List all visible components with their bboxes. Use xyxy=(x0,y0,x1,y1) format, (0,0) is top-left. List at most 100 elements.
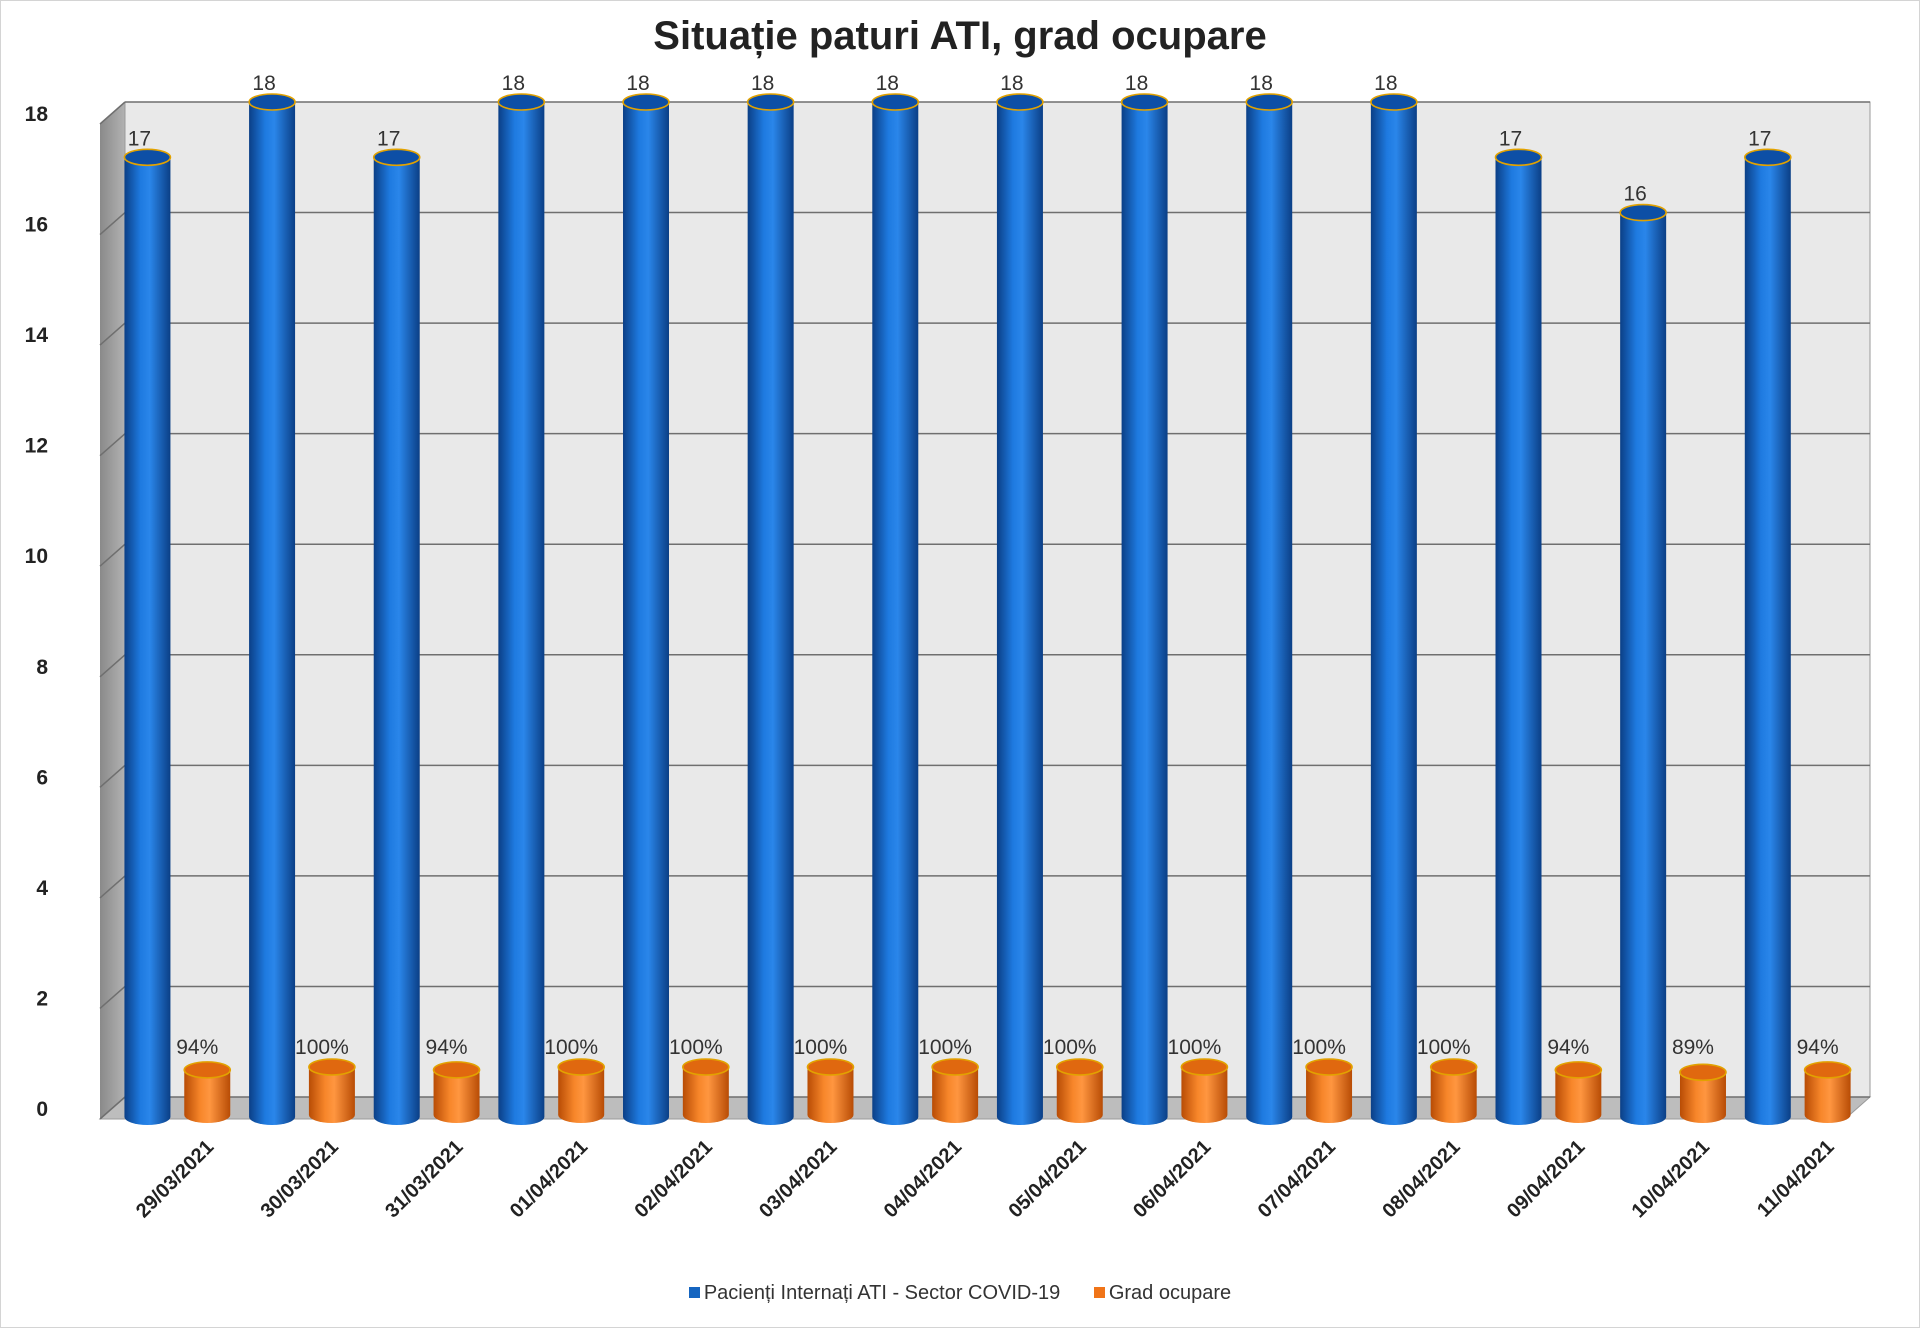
data-label: 89% xyxy=(1672,1036,1714,1059)
gridline-side xyxy=(99,211,126,236)
x-tick-label: 05/04/2021 xyxy=(1004,1136,1090,1222)
data-label: 100% xyxy=(544,1036,598,1059)
bar-top xyxy=(1180,1058,1229,1076)
bar xyxy=(1554,1061,1603,1123)
bar-body xyxy=(184,1069,231,1123)
bar-top xyxy=(871,93,920,111)
x-tick-label: 04/04/2021 xyxy=(880,1136,966,1222)
data-label: 100% xyxy=(1168,1036,1222,1059)
bar-top xyxy=(1305,1058,1353,1076)
bar-body xyxy=(1495,157,1542,1125)
bar-top xyxy=(1679,1063,1727,1082)
bar-top xyxy=(1743,148,1792,167)
bar-top xyxy=(497,93,546,111)
x-tick-label: 07/04/2021 xyxy=(1254,1136,1340,1222)
data-label: 17 xyxy=(1499,127,1522,150)
bar xyxy=(931,1058,979,1123)
x-tick-label: 31/03/2021 xyxy=(381,1136,467,1222)
bar-body xyxy=(1181,1067,1228,1123)
bar-body xyxy=(1679,1072,1726,1123)
x-tick-label: 09/04/2021 xyxy=(1503,1136,1589,1222)
legend-label-patients: Pacienți Internați ATI - Sector COVID-19 xyxy=(703,1282,1061,1304)
bar xyxy=(871,93,920,1125)
bar-body xyxy=(747,102,794,1125)
x-tick-label: 02/04/2021 xyxy=(631,1136,717,1222)
legend-swatch-orange xyxy=(1093,1287,1105,1298)
data-label: 16 xyxy=(1623,183,1646,206)
x-axis-ticks: 29/03/2021 30/03/2021 31/03/2021 01/04/2021… xyxy=(132,1136,1839,1222)
y-axis-ticks: 0 2 4 6 8 10 12 14 16 18 xyxy=(25,103,49,1121)
bar-body xyxy=(1620,212,1667,1126)
floor xyxy=(98,1096,1872,1120)
data-label: 18 xyxy=(1125,72,1148,95)
legend: Pacienți Internați ATI - Sector COVID-19… xyxy=(0,1282,1920,1305)
y-tick-label: 16 xyxy=(25,214,48,237)
bar xyxy=(806,1058,855,1123)
data-label: 94% xyxy=(1797,1036,1839,1059)
bar-top xyxy=(1494,148,1543,167)
bar-top xyxy=(248,93,296,111)
y-tick-label: 6 xyxy=(36,766,48,789)
bar xyxy=(1429,1058,1478,1123)
gridline-side xyxy=(99,433,126,457)
bar xyxy=(123,148,172,1125)
bar-top xyxy=(1429,1058,1478,1076)
x-tick-label: 03/04/2021 xyxy=(755,1136,841,1222)
data-label: 100% xyxy=(669,1036,723,1059)
bar xyxy=(248,93,296,1125)
x-tick-label: 01/04/2021 xyxy=(506,1136,592,1222)
bar xyxy=(622,93,670,1125)
bar xyxy=(497,93,546,1125)
bar xyxy=(682,1058,730,1123)
bar-body xyxy=(932,1067,979,1123)
bar xyxy=(1055,1058,1104,1123)
bar-body xyxy=(498,102,545,1125)
bar-top xyxy=(746,93,795,111)
data-label: 18 xyxy=(1374,72,1397,95)
data-label: 100% xyxy=(1417,1036,1471,1059)
legend-item-occupancy[interactable]: Grad ocupare xyxy=(1093,1282,1231,1305)
bar-body xyxy=(807,1067,854,1123)
bar-top xyxy=(1055,1058,1104,1076)
chart-title: Situație paturi ATI, grad ocupare xyxy=(653,14,1267,58)
bar-top xyxy=(183,1061,232,1079)
y-tick-label: 12 xyxy=(25,435,48,458)
bar xyxy=(1743,148,1792,1125)
legend-item-patients[interactable]: Pacienți Internați ATI - Sector COVID-19 xyxy=(688,1282,1061,1305)
bar xyxy=(1370,93,1418,1125)
y-tick-label: 4 xyxy=(36,877,48,900)
x-tick-label: 08/04/2021 xyxy=(1378,1136,1464,1222)
bar xyxy=(372,148,421,1125)
bar-body xyxy=(373,157,420,1125)
x-tick-label: 11/04/2021 xyxy=(1753,1136,1839,1222)
data-label: 100% xyxy=(295,1036,349,1059)
bar-top xyxy=(1370,93,1418,111)
legend-swatch-blue xyxy=(688,1287,700,1298)
bar-body xyxy=(872,102,919,1125)
y-tick-label: 18 xyxy=(25,103,49,126)
bar-body xyxy=(1744,157,1791,1125)
bar-body xyxy=(558,1067,605,1123)
bar xyxy=(1619,203,1667,1126)
gridline-side xyxy=(99,764,126,788)
bar xyxy=(1180,1058,1229,1123)
bar-body xyxy=(124,157,171,1125)
y-tick-label: 14 xyxy=(25,324,49,347)
data-label: 17 xyxy=(1748,127,1771,150)
side-wall xyxy=(100,102,125,1119)
bar-body xyxy=(1430,1067,1477,1123)
bar-top xyxy=(806,1058,855,1076)
bar-top xyxy=(996,93,1044,111)
data-label: 18 xyxy=(626,72,649,95)
bar xyxy=(1494,148,1543,1125)
data-label: 100% xyxy=(1043,1036,1097,1059)
data-label: 18 xyxy=(1250,72,1273,95)
data-label: 94% xyxy=(176,1036,218,1059)
bar-top xyxy=(432,1061,481,1079)
bar-top xyxy=(1554,1061,1603,1079)
gridline-side xyxy=(99,875,126,899)
bar-top xyxy=(1803,1061,1852,1079)
bar xyxy=(308,1058,356,1123)
bar-body xyxy=(1121,102,1168,1125)
